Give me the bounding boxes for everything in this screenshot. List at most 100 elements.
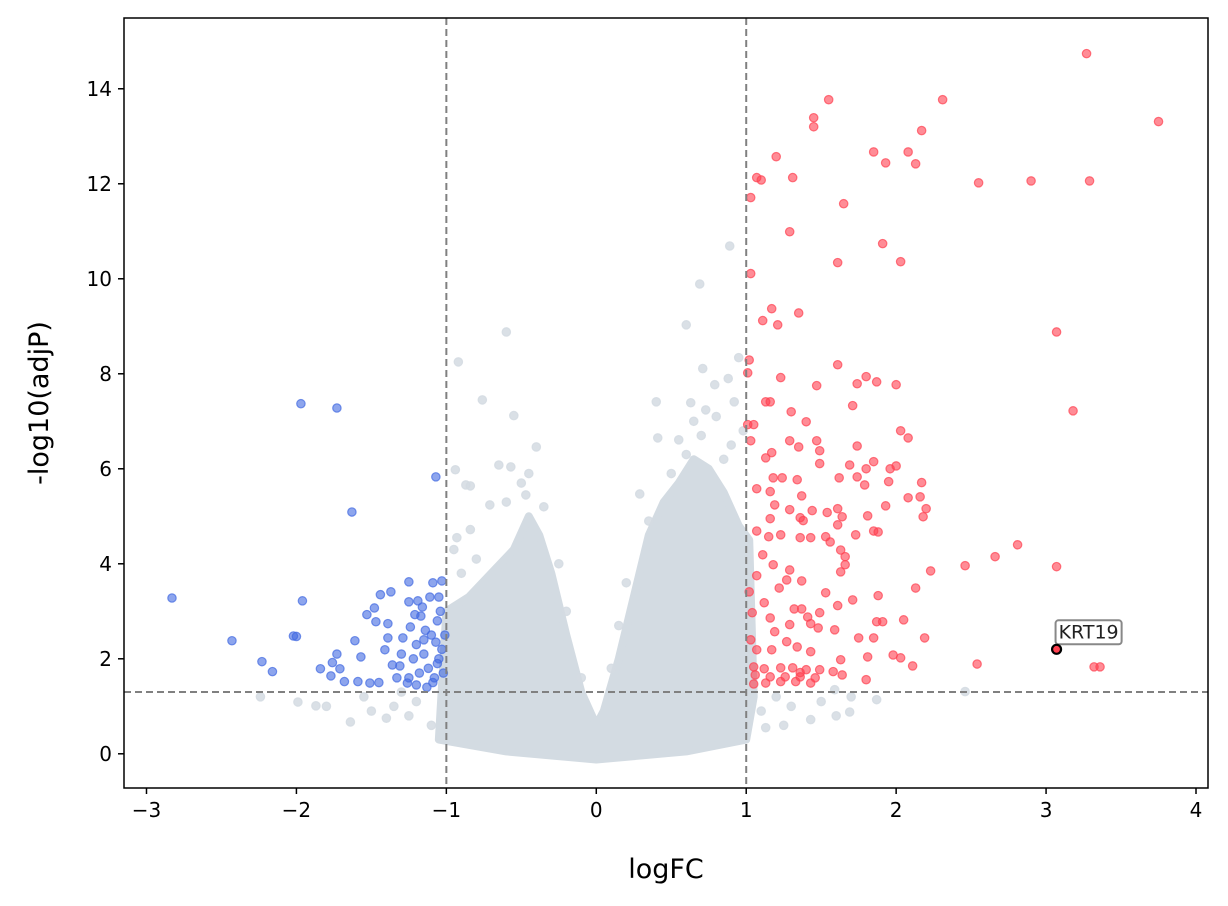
point-up [834, 473, 844, 483]
point-down [332, 649, 342, 659]
point-down [419, 649, 429, 659]
point-up [774, 583, 784, 593]
point-down [353, 676, 363, 687]
point-down [291, 631, 302, 642]
point-down [428, 577, 438, 588]
point-ns [561, 606, 572, 617]
point-ns [696, 430, 707, 441]
x-tick-label: 4 [1190, 798, 1203, 822]
point-up [832, 520, 843, 530]
point-down [405, 622, 416, 632]
point-ns [531, 442, 542, 452]
point-up [1051, 561, 1062, 572]
point-down [327, 657, 338, 668]
point-up [811, 380, 822, 391]
point-up [898, 615, 909, 625]
point-up [795, 667, 805, 678]
y-tick-label: 0 [99, 742, 112, 766]
point-down [356, 652, 366, 662]
point-down [431, 472, 441, 482]
point-down [339, 676, 350, 687]
series-down [167, 398, 450, 693]
point-up [751, 570, 762, 581]
point-down [414, 668, 425, 678]
point-up [757, 315, 768, 326]
point-up [1153, 116, 1164, 127]
point-up [895, 256, 906, 267]
point-down [227, 635, 237, 646]
x-tick-label: 3 [1040, 798, 1053, 822]
point-up [877, 238, 888, 249]
point-up [811, 435, 822, 446]
point-up [787, 663, 798, 673]
point-up [859, 480, 870, 490]
point-up [792, 642, 802, 652]
threshold-lines [124, 18, 1208, 788]
point-up [765, 513, 776, 524]
point-down [408, 653, 419, 664]
point-up [847, 595, 858, 605]
point-up [765, 397, 776, 407]
point-up [760, 453, 771, 463]
point-down [350, 635, 360, 646]
point-up [883, 476, 894, 487]
point-ns [449, 544, 459, 555]
point-up [808, 121, 819, 132]
point-ns [477, 395, 488, 405]
point-up [775, 372, 786, 383]
point-up [844, 460, 855, 470]
point-up [1012, 539, 1023, 550]
point-up [784, 435, 795, 446]
point-up [775, 663, 786, 673]
point-ns [723, 373, 734, 384]
point-up [868, 147, 879, 157]
point-up [748, 662, 759, 672]
point-up [796, 491, 807, 501]
point-up [777, 473, 787, 483]
point-up [840, 559, 850, 570]
point-ns [681, 320, 692, 330]
point-ns [726, 440, 737, 450]
point-up [903, 433, 913, 443]
point-up [805, 532, 816, 543]
point-up [1068, 406, 1078, 416]
point-ns [685, 397, 696, 408]
point-ns [411, 696, 422, 707]
point-up [918, 511, 928, 522]
point-up [814, 458, 825, 469]
point-up [910, 159, 921, 169]
point-ns [345, 717, 356, 727]
point-up [862, 652, 873, 662]
point-ns [509, 410, 519, 421]
point-ns [426, 720, 437, 731]
y-tick-label: 10 [87, 267, 112, 291]
point-up [768, 559, 779, 570]
point-up [766, 447, 777, 458]
point-down [425, 592, 435, 602]
point-up [973, 178, 984, 188]
point-ns [666, 468, 677, 479]
point-ns [778, 720, 789, 731]
point-up [745, 435, 756, 446]
point-down [167, 593, 177, 603]
y-tick-label: 12 [87, 172, 112, 196]
point-ns [321, 701, 332, 712]
point-down [383, 633, 393, 643]
point-ns [389, 701, 399, 712]
point-up [919, 633, 930, 643]
point-up [880, 158, 891, 168]
point-up [850, 530, 861, 540]
point-up [757, 549, 768, 560]
point-ns [452, 532, 462, 543]
point-up [891, 461, 901, 471]
point-down [437, 576, 447, 586]
point-up [916, 477, 927, 488]
point-down [362, 609, 372, 620]
point-up [795, 532, 805, 543]
point-ns [381, 713, 392, 723]
point-up [861, 463, 871, 474]
series-up [742, 48, 1164, 689]
point-down [435, 606, 446, 617]
point-up [1095, 662, 1105, 672]
point-up [925, 566, 936, 576]
